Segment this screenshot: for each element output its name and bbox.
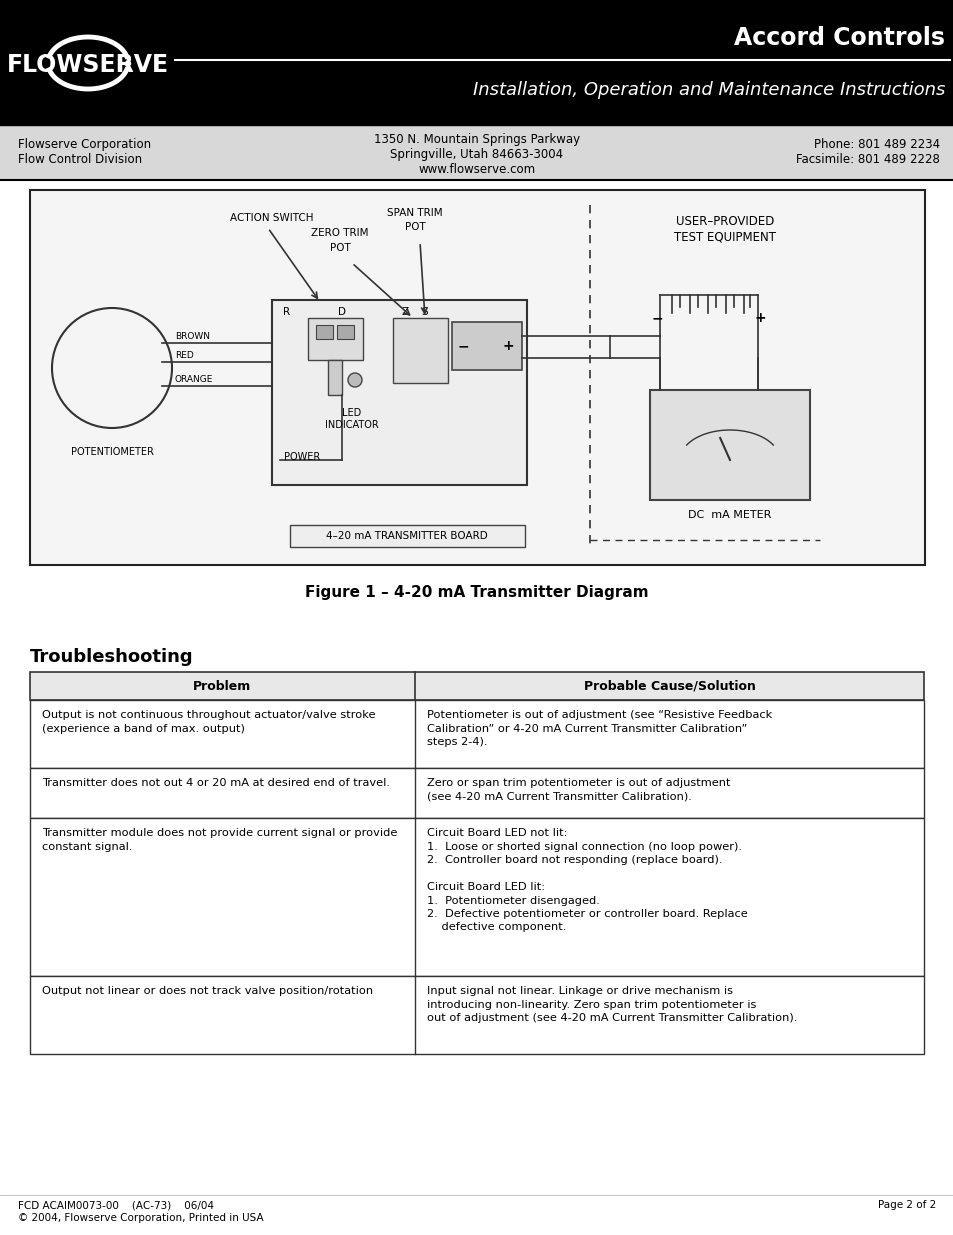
Text: DC  mA METER: DC mA METER (688, 510, 771, 520)
Text: SPAN TRIM: SPAN TRIM (387, 207, 442, 219)
Bar (290, 525, 524, 547)
Bar (30, 190, 924, 564)
Text: Circuit Board LED not lit:: Circuit Board LED not lit: (427, 827, 567, 839)
Text: Troubleshooting: Troubleshooting (30, 648, 193, 666)
Text: POT: POT (330, 243, 350, 253)
Text: Circuit Board LED lit:: Circuit Board LED lit: (427, 882, 544, 892)
Bar (328, 359, 341, 395)
Text: www.flowserve.com: www.flowserve.com (418, 163, 535, 177)
Text: Calibration” or 4-20 mA Current Transmitter Calibration”: Calibration” or 4-20 mA Current Transmit… (427, 724, 746, 734)
Text: 1.  Loose or shorted signal connection (no loop power).: 1. Loose or shorted signal connection (n… (427, 841, 741, 851)
Bar (649, 390, 809, 500)
Text: Flow Control Division: Flow Control Division (18, 153, 142, 165)
Text: ORANGE: ORANGE (174, 375, 213, 384)
Bar (393, 317, 448, 383)
Text: FCD ACAIM0073-00    (AC-73)    06/04: FCD ACAIM0073-00 (AC-73) 06/04 (18, 1200, 213, 1210)
Text: constant signal.: constant signal. (42, 841, 132, 851)
Text: © 2004, Flowserve Corporation, Printed in USA: © 2004, Flowserve Corporation, Printed i… (18, 1213, 263, 1223)
Text: +: + (501, 338, 514, 353)
Text: 1.  Potentiometer disengaged.: 1. Potentiometer disengaged. (427, 895, 599, 905)
Text: defective component.: defective component. (427, 923, 566, 932)
Bar (0, 125, 953, 180)
Text: USER–PROVIDED: USER–PROVIDED (675, 215, 774, 228)
Bar (30, 976, 923, 1053)
Bar (272, 300, 526, 485)
Text: +: + (754, 311, 765, 325)
Text: Output is not continuous throughout actuator/valve stroke: Output is not continuous throughout actu… (42, 710, 375, 720)
Text: Page 2 of 2: Page 2 of 2 (877, 1200, 935, 1210)
Bar (0, 0, 953, 125)
Text: Transmitter does not out 4 or 20 mA at desired end of travel.: Transmitter does not out 4 or 20 mA at d… (42, 778, 390, 788)
Text: (experience a band of max. output): (experience a band of max. output) (42, 724, 245, 734)
Text: steps 2-4).: steps 2-4). (427, 737, 487, 747)
Text: D: D (337, 308, 346, 317)
Text: POWER: POWER (284, 452, 320, 462)
Text: Z: Z (401, 308, 408, 317)
Text: S: S (421, 308, 428, 317)
Text: 2.  Controller board not responding (replace board).: 2. Controller board not responding (repl… (427, 855, 721, 864)
Text: −: − (651, 311, 662, 325)
Text: POTENTIOMETER: POTENTIOMETER (71, 447, 153, 457)
Bar (30, 768, 923, 818)
Text: Potentiometer is out of adjustment (see “Resistive Feedback: Potentiometer is out of adjustment (see … (427, 710, 771, 720)
Bar (336, 325, 354, 338)
Text: Transmitter module does not provide current signal or provide: Transmitter module does not provide curr… (42, 827, 397, 839)
Bar (30, 818, 923, 976)
Text: Facsimile: 801 489 2228: Facsimile: 801 489 2228 (796, 153, 939, 165)
Text: out of adjustment (see 4-20 mA Current Transmitter Calibration).: out of adjustment (see 4-20 mA Current T… (427, 1013, 797, 1023)
Text: Phone: 801 489 2234: Phone: 801 489 2234 (813, 138, 939, 151)
Text: RED: RED (174, 351, 193, 359)
Text: Input signal not linear. Linkage or drive mechanism is: Input signal not linear. Linkage or driv… (427, 986, 732, 995)
Text: ACTION SWITCH: ACTION SWITCH (230, 212, 314, 224)
Bar (30, 672, 923, 700)
Text: ZERO TRIM: ZERO TRIM (311, 228, 369, 238)
Text: 2.  Defective potentiometer or controller board. Replace: 2. Defective potentiometer or controller… (427, 909, 747, 919)
Text: 1350 N. Mountain Springs Parkway: 1350 N. Mountain Springs Parkway (374, 133, 579, 146)
Text: POT: POT (404, 222, 425, 232)
Text: LED: LED (342, 408, 361, 417)
Text: Installation, Operation and Maintenance Instructions: Installation, Operation and Maintenance … (472, 82, 944, 99)
Text: Figure 1 – 4-20 mA Transmitter Diagram: Figure 1 – 4-20 mA Transmitter Diagram (305, 584, 648, 599)
Text: (see 4-20 mA Current Transmitter Calibration).: (see 4-20 mA Current Transmitter Calibra… (427, 792, 691, 802)
Circle shape (348, 373, 361, 387)
Bar (315, 325, 333, 338)
Text: −: − (456, 338, 468, 353)
Text: INDICATOR: INDICATOR (325, 420, 378, 430)
Text: Output not linear or does not track valve position/rotation: Output not linear or does not track valv… (42, 986, 373, 995)
Text: Springville, Utah 84663-3004: Springville, Utah 84663-3004 (390, 148, 563, 161)
Text: introducing non-linearity. Zero span trim potentiometer is: introducing non-linearity. Zero span tri… (427, 999, 756, 1009)
Text: FLOWSERVE: FLOWSERVE (7, 53, 169, 77)
Text: TEST EQUIPMENT: TEST EQUIPMENT (673, 230, 775, 243)
Text: Accord Controls: Accord Controls (733, 26, 944, 49)
Bar (30, 700, 923, 768)
Text: Zero or span trim potentiometer is out of adjustment: Zero or span trim potentiometer is out o… (427, 778, 730, 788)
Bar (308, 317, 363, 359)
Text: BROWN: BROWN (174, 332, 210, 341)
Text: 4–20 mA TRANSMITTER BOARD: 4–20 mA TRANSMITTER BOARD (326, 531, 487, 541)
Text: R: R (283, 308, 291, 317)
Text: Flowserve Corporation: Flowserve Corporation (18, 138, 151, 151)
Bar (452, 322, 521, 370)
Text: Problem: Problem (193, 679, 252, 693)
Text: Probable Cause/Solution: Probable Cause/Solution (583, 679, 755, 693)
